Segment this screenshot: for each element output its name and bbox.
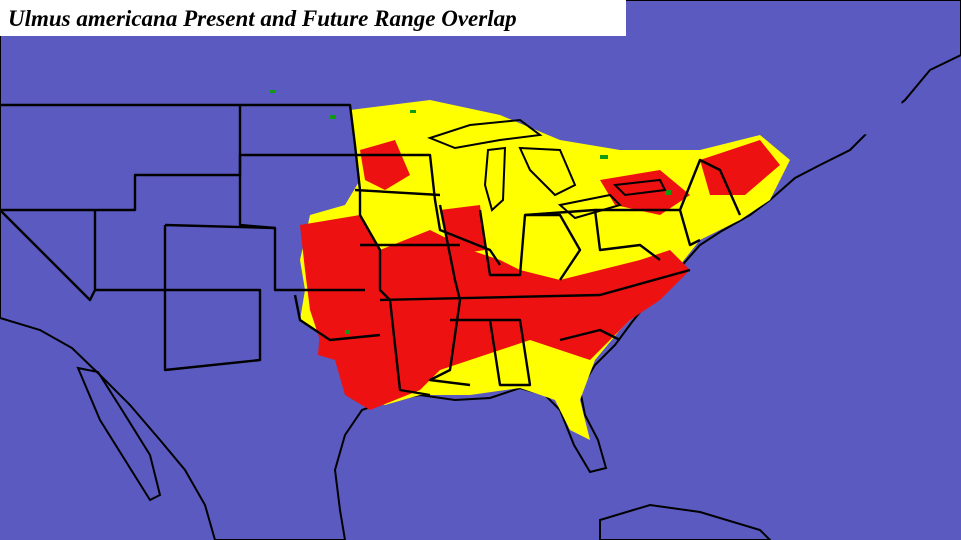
baja: [76, 366, 162, 502]
gulf-st-lawrence: [770, 85, 905, 135]
james-bay: [570, 35, 625, 78]
range-green: [270, 90, 671, 334]
title-box: [0, 0, 626, 36]
map-title: Ulmus americana Present and Future Range…: [8, 6, 517, 31]
hudson-bay: [315, 35, 358, 78]
state-borders: [0, 103, 742, 397]
cuba: [599, 503, 772, 540]
great-lakes: [427, 118, 667, 220]
